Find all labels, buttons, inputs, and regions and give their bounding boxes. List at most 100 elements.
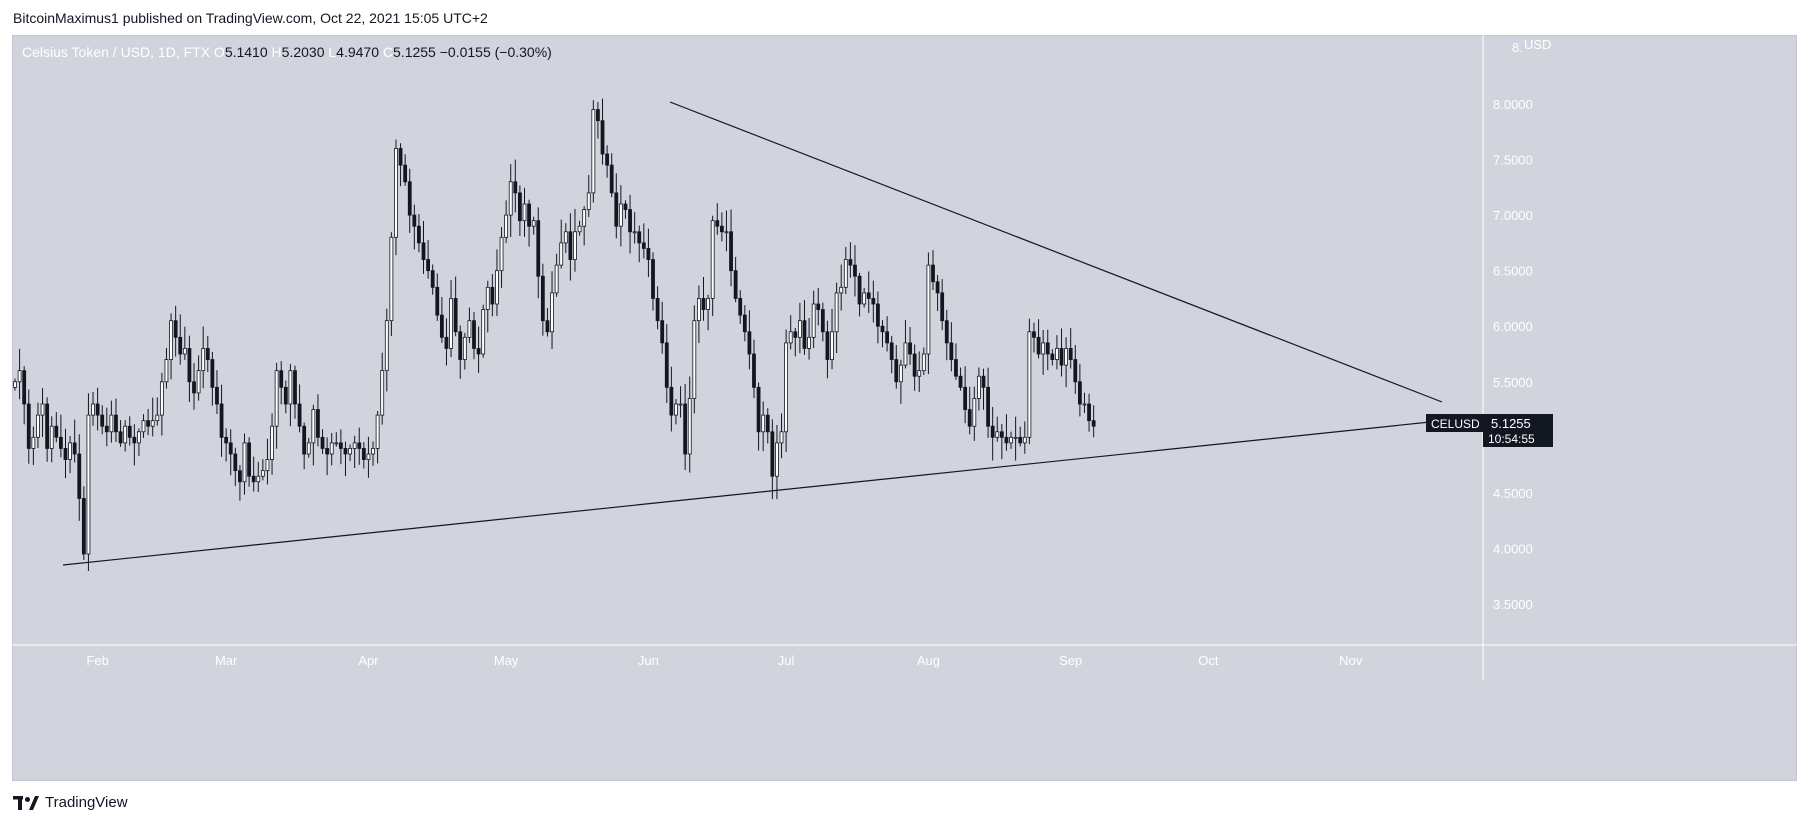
candle-down (283, 386, 288, 405)
candlestick-chart[interactable]: 8.00007.50007.00006.50006.00005.50005.00… (12, 35, 1797, 781)
candle-down (417, 225, 421, 244)
candle-up (137, 431, 141, 444)
candle-down (596, 109, 600, 122)
candle-up (384, 320, 389, 372)
candle-up (182, 348, 187, 355)
candle-down (628, 209, 632, 233)
candle-down (490, 286, 495, 305)
candle-down (95, 403, 100, 416)
candle-up (522, 203, 527, 222)
candle-up (674, 403, 678, 416)
candle-up (159, 381, 164, 416)
candle-down (435, 286, 440, 316)
candle-down (343, 448, 348, 455)
close-value: 5.1255 (393, 44, 436, 60)
chart-area[interactable] (12, 35, 1797, 781)
candle-up (582, 209, 587, 227)
price-axis-tick: 6.0000 (1493, 319, 1533, 334)
time-axis-tick: Sep (1059, 653, 1082, 668)
candle-up (811, 303, 816, 338)
price-axis-tick: 8.0000 (1493, 97, 1533, 112)
price-axis: 8.00007.50007.00006.50006.00005.50005.00… (1493, 97, 1533, 612)
candle-up (485, 286, 490, 310)
price-tag-value: 5.1255 (1491, 416, 1531, 431)
candle-up (972, 398, 977, 427)
candle-down (63, 448, 68, 460)
price-axis-tick: 4.5000 (1493, 486, 1533, 501)
candle-up (839, 286, 844, 294)
candle-up (31, 436, 36, 449)
candle-down (81, 498, 86, 555)
candle-down (701, 298, 706, 310)
candle-down (224, 436, 229, 444)
candle-down (637, 231, 642, 244)
price-axis-tick: 7.0000 (1493, 208, 1533, 223)
candle-up (155, 414, 160, 422)
candle-up (692, 320, 697, 399)
candle-down (683, 403, 688, 455)
candle-down (885, 331, 889, 344)
candle-up (366, 453, 371, 460)
time-axis-tick: Aug (917, 653, 940, 668)
candle-down (715, 220, 720, 227)
candle-up (13, 381, 17, 388)
candle-up (1064, 348, 1069, 366)
candle-up (1009, 436, 1013, 444)
candle-up (903, 342, 908, 366)
candle-up (843, 259, 848, 288)
candle-down (614, 192, 619, 227)
candle-down (729, 231, 733, 272)
low-label: L (328, 44, 337, 60)
candle-down (568, 231, 573, 260)
candle-up (1041, 342, 1046, 355)
candle-up (797, 320, 802, 338)
time-axis-tick: Jun (638, 653, 659, 668)
candle-down (1032, 331, 1036, 338)
candle-down (853, 264, 857, 277)
candle-up (898, 364, 903, 383)
candle-up (830, 331, 834, 360)
candle-down (1087, 403, 1091, 422)
candle-down (233, 453, 238, 472)
candle-down (540, 275, 545, 322)
candle-down (100, 414, 105, 427)
candle-down (1018, 436, 1023, 444)
candle-up (706, 298, 710, 310)
candle-up (329, 442, 334, 455)
candle-down (733, 270, 738, 299)
candle-down (866, 292, 871, 299)
candle-up (389, 236, 394, 322)
candle-up (196, 370, 201, 394)
candle-up (256, 475, 261, 483)
candle-down (59, 436, 63, 449)
candle-up (995, 431, 1000, 438)
candle-down (1073, 359, 1078, 383)
candle-up (449, 298, 453, 349)
candle-down (738, 298, 743, 316)
ohlc-legend: Celsius Token / USD, 1D, FTX O5.1410 H5.… (22, 44, 552, 60)
candle-down (458, 331, 463, 360)
candle-down (536, 220, 541, 277)
candle-up (169, 320, 173, 360)
candle-down (338, 442, 343, 449)
footer-brand[interactable]: TradingView (13, 794, 128, 811)
time-axis-tick: Mar (215, 653, 238, 668)
time-axis-tick: Nov (1339, 653, 1363, 668)
candle-up (697, 298, 701, 322)
candle-down (238, 470, 242, 483)
descending-trendline (669, 101, 1443, 403)
candle-up (40, 403, 45, 416)
candle-down (651, 259, 655, 299)
candle-down (22, 370, 27, 405)
price-axis-top-partial: 8. (1512, 40, 1523, 55)
close-label: C (382, 44, 394, 60)
candle-up (36, 414, 40, 438)
candle-down (820, 309, 825, 333)
candle-up (724, 231, 729, 234)
candle-down (954, 359, 958, 377)
candle-up (807, 336, 811, 349)
candle-up (788, 331, 793, 344)
symbol-label[interactable]: Celsius Token / USD, 1D, FTX (22, 44, 211, 60)
candle-down (72, 442, 77, 455)
candle-down (1068, 348, 1073, 360)
